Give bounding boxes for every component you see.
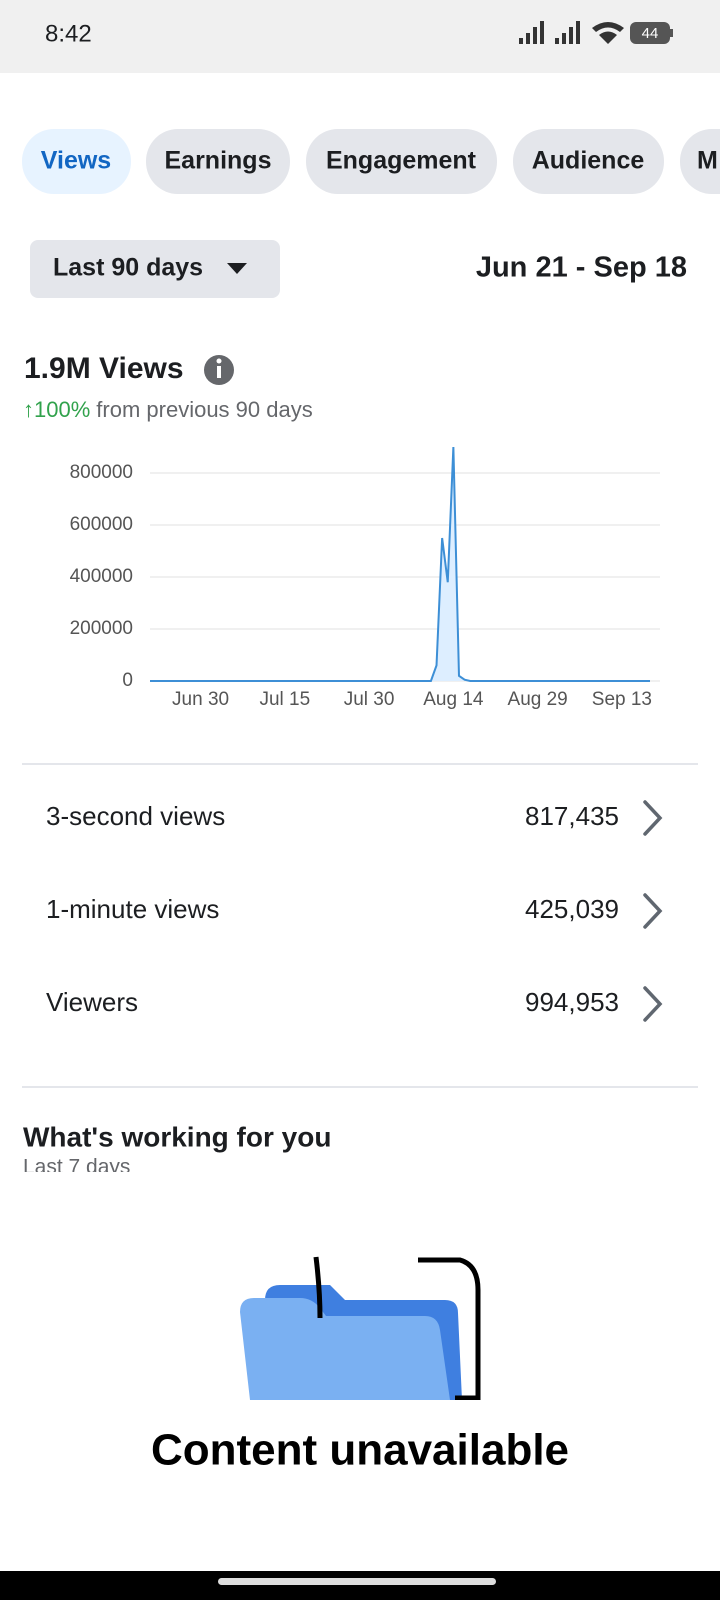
y-tick-label: 800000: [70, 462, 133, 483]
metric-label[interactable]: 3-second views: [46, 801, 225, 831]
metric-label[interactable]: Viewers: [46, 987, 138, 1017]
tab-label[interactable]: Views: [41, 147, 111, 175]
range-dropdown[interactable]: [30, 240, 280, 298]
metric-value[interactable]: 994,953: [525, 987, 619, 1017]
chevron[interactable]: [643, 986, 663, 1022]
tab-label[interactable]: M: [697, 147, 718, 175]
x-tick-label: Jul 30: [344, 689, 395, 710]
tab-pill[interactable]: [146, 129, 290, 194]
y-tick-label: 200000: [70, 618, 133, 639]
change-note: from previous 90 days: [96, 397, 312, 422]
y-tick-label: 0: [122, 670, 133, 691]
summary-change: ↑100% from previous 90 days: [23, 397, 313, 422]
y-tick-label: 400000: [70, 566, 133, 587]
section-header: What's working for you Last 7 days: [23, 1121, 331, 1179]
metric-value[interactable]: 425,039: [525, 894, 619, 924]
date-range: Jun 21 - Sep 18: [476, 252, 687, 284]
x-tick-label: Jun 30: [172, 689, 229, 710]
info-icon-stem: [217, 366, 221, 378]
info-icon-dot: [216, 358, 222, 364]
range-label[interactable]: Last 90 days: [53, 254, 203, 282]
line-area: [150, 447, 650, 681]
metric-label[interactable]: 1-minute views: [46, 894, 219, 924]
x-tick-label: Aug 14: [423, 689, 484, 710]
metric-list: 3-second views 817,435 1-minute views 425,0…: [46, 800, 663, 1022]
chevron[interactable]: [643, 893, 663, 929]
x-tick-label: Jul 15: [259, 689, 310, 710]
section-subtitle: Last 7 days: [23, 1156, 130, 1179]
y-tick-label: 600000: [70, 514, 133, 535]
change-value: ↑100%: [23, 397, 90, 422]
nav-bar: [0, 1571, 720, 1600]
dropdown-caret: [227, 263, 247, 274]
line-series: [150, 446, 650, 682]
tab-label[interactable]: Earnings: [165, 147, 272, 175]
unavailable-message: Content unavailable: [151, 1426, 569, 1475]
x-tick-label: Sep 13: [592, 689, 652, 710]
tab-label[interactable]: Engagement: [326, 147, 477, 175]
battery-level: 44: [642, 25, 659, 42]
tab-pill[interactable]: [306, 129, 497, 194]
signal-icons: [519, 21, 673, 44]
status-bar: [0, 0, 720, 73]
tab-pill[interactable]: [513, 129, 664, 194]
home-indicator[interactable]: [218, 1578, 496, 1585]
tab-pill[interactable]: [22, 129, 131, 194]
metric-value[interactable]: 817,435: [525, 801, 619, 831]
clock: 8:42: [45, 20, 92, 47]
tab-label[interactable]: Audience: [532, 147, 645, 175]
section-title: What's working for you: [23, 1121, 331, 1152]
chevron[interactable]: [643, 800, 663, 836]
x-tick-label: Aug 29: [508, 689, 568, 710]
tab-pill[interactable]: [680, 129, 720, 194]
summary-title: 1.9M Views: [24, 352, 184, 385]
folder-illustration: [230, 1256, 490, 1408]
views-chart: 0 200000 400000 600000 800000 Jun 30 Jul 15 Jul…: [70, 446, 660, 710]
tab-bar: Views Earnings Engagement Audience M: [22, 129, 720, 194]
